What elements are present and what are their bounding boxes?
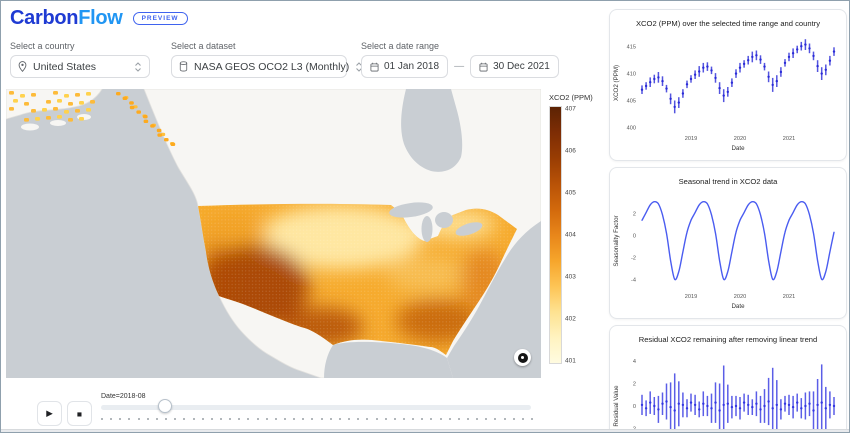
svg-text:Date: Date [731, 145, 745, 152]
card-xco2-timeseries: XCO2 (PPM) over the selected time range … [609, 9, 847, 161]
svg-text:415: 415 [627, 45, 636, 51]
location-pin-icon [18, 61, 27, 72]
svg-text:Residual Value: Residual Value [613, 385, 620, 427]
card-residual: Residual XCO2 remaining after removing l… [609, 325, 847, 432]
svg-text:Seasonality Factor: Seasonality Factor [613, 215, 620, 266]
svg-text:2019: 2019 [685, 136, 697, 142]
svg-text:2020: 2020 [734, 294, 746, 300]
svg-text:410: 410 [627, 72, 636, 78]
colorbar-ticks: 407 406 405 404 403 402 401 [565, 105, 576, 365]
svg-text:2: 2 [633, 212, 636, 218]
country-select[interactable]: United States [10, 55, 150, 78]
timeline-slider-handle[interactable] [158, 399, 172, 413]
chart-title: Residual XCO2 remaining after removing l… [638, 335, 818, 344]
hudson-bay [401, 89, 463, 172]
colorbar-title: XCO2 (PPM) [549, 93, 593, 102]
country-label: Select a country [10, 41, 75, 51]
locate-button[interactable] [514, 349, 531, 366]
xco2-timeseries-chart[interactable]: 400 405 410 415 XCO2 (PPM) 2019 2020 2021 Date [610, 30, 843, 154]
chart-title: Seasonal trend in XCO2 data [678, 177, 778, 186]
timeline-slider-track[interactable] [101, 405, 531, 410]
date-end-input[interactable]: 30 Dec 2021 [470, 55, 559, 78]
chart-title: XCO2 (PPM) over the selected time range … [635, 19, 821, 28]
dataset-value: NASA GEOS OCO2 L3 (Monthly) [194, 60, 350, 73]
chevron-updown-icon [134, 61, 142, 73]
svg-text:0: 0 [633, 234, 636, 240]
dataset-control: Select a dataset NASA GEOS OCO2 L3 (Mont… [171, 41, 363, 78]
database-icon [179, 61, 188, 72]
stop-icon: ■ [76, 408, 83, 419]
stop-button[interactable]: ■ [67, 401, 92, 426]
atlantic-ocean [447, 221, 541, 378]
great-lakes [389, 202, 483, 242]
date-end-value: 30 Dec 2021 [493, 61, 550, 72]
svg-text:2019: 2019 [685, 294, 697, 300]
alaska-data-dots [9, 91, 176, 146]
header: CarbonFlow PREVIEW [10, 7, 188, 30]
date-range-separator: — [454, 61, 465, 72]
choropleth-map[interactable] [6, 89, 541, 378]
svg-text:2021: 2021 [783, 136, 795, 142]
colorbar-gradient [549, 106, 562, 364]
svg-text:Date: Date [731, 303, 745, 310]
map-canvas [6, 89, 541, 378]
svg-text:XCO2 (PPM): XCO2 (PPM) [613, 65, 620, 101]
svg-text:4: 4 [633, 359, 636, 365]
svg-text:2020: 2020 [734, 136, 746, 142]
svg-text:400: 400 [627, 125, 636, 131]
bottom-scroll-strip[interactable] [1, 429, 849, 432]
svg-text:2: 2 [633, 382, 636, 388]
preview-badge: PREVIEW [132, 12, 188, 25]
chevron-updown-icon [355, 61, 363, 73]
card-seasonal-trend: Seasonal trend in XCO2 data 2 0 -2 -4 Season… [609, 167, 847, 319]
svg-text:2021: 2021 [783, 294, 795, 300]
calendar-icon [370, 62, 379, 72]
date-start-input[interactable]: 01 Jan 2018 [361, 55, 449, 78]
locate-icon [517, 352, 528, 363]
svg-text:405: 405 [627, 99, 636, 105]
date-range-label: Select a date range [361, 41, 440, 51]
gulf-of-mexico [324, 341, 453, 378]
svg-text:0: 0 [633, 404, 636, 410]
seasonal-trend-chart[interactable]: 2 0 -2 -4 Seasonality Factor 2019 2020 2021 Date [610, 188, 843, 312]
timeline-month-ticks [1, 418, 849, 428]
colorbar: XCO2 (PPM) 407 406 405 404 403 402 401 [549, 93, 601, 365]
svg-text:-4: -4 [631, 277, 636, 283]
country-value: United States [33, 60, 97, 73]
country-control: Select a country United States [10, 41, 150, 78]
date-range-control: Select a date range 01 Jan 2018 — 30 Dec… [361, 41, 559, 78]
page-title: CarbonFlow [10, 7, 123, 29]
date-start-value: 01 Jan 2018 [384, 61, 440, 72]
dataset-label: Select a dataset [171, 41, 236, 51]
timeline-date-label: Date=2018-08 [101, 393, 146, 400]
calendar-icon [479, 62, 488, 72]
dataset-select[interactable]: NASA GEOS OCO2 L3 (Monthly) [171, 55, 363, 78]
svg-text:-2: -2 [631, 255, 636, 261]
play-icon: ▶ [46, 408, 53, 418]
play-button[interactable]: ▶ [37, 401, 62, 426]
